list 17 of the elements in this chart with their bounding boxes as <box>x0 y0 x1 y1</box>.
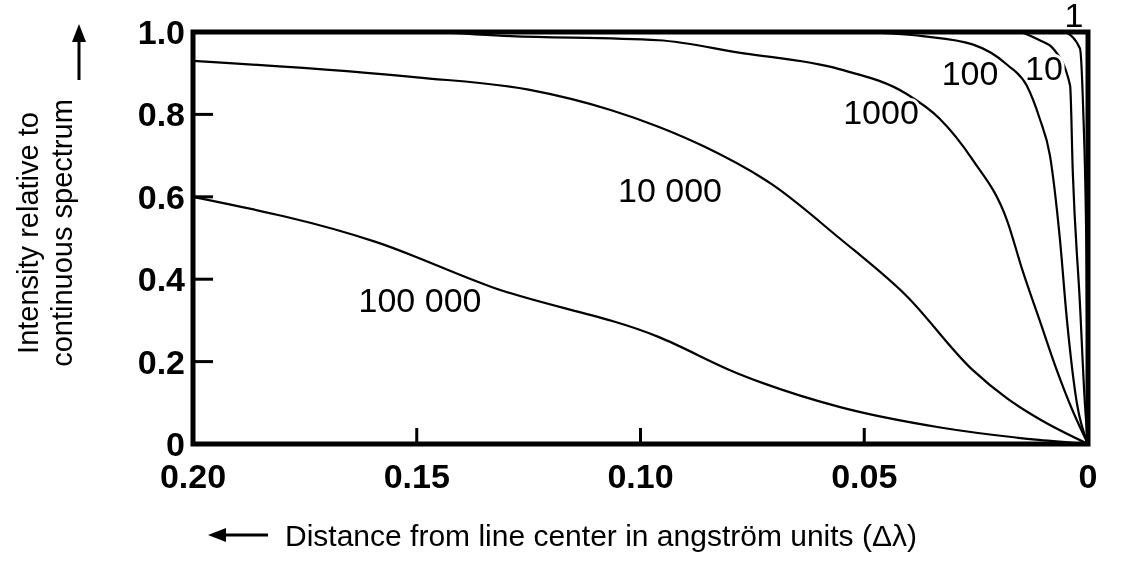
series-label: 1000 <box>843 93 919 131</box>
series-label: 1 <box>1064 0 1084 34</box>
y-tick-label: 0.4 <box>137 260 186 299</box>
y-tick-label: 1.0 <box>137 13 185 51</box>
y-tick-label: 0.2 <box>137 342 185 381</box>
series-label: 10 <box>1025 49 1063 87</box>
x-axis-title: Distance from line center in angström units (Δλ) <box>285 518 917 552</box>
y-axis-title: Intensity relative to continuous spectrum <box>12 99 78 367</box>
series-label: 100 <box>941 54 999 92</box>
x-tick-label: 0.05 <box>831 457 898 495</box>
y-tick-label: 0.6 <box>137 177 185 216</box>
x-tick-label: 0.15 <box>383 457 450 495</box>
y-tick-label: 0.8 <box>137 95 185 134</box>
series-label: 100 000 <box>358 281 482 319</box>
x-tick-label: 0 <box>1078 457 1098 495</box>
x-tick-label: 0.10 <box>607 457 674 495</box>
series-label: 10 000 <box>618 171 722 209</box>
